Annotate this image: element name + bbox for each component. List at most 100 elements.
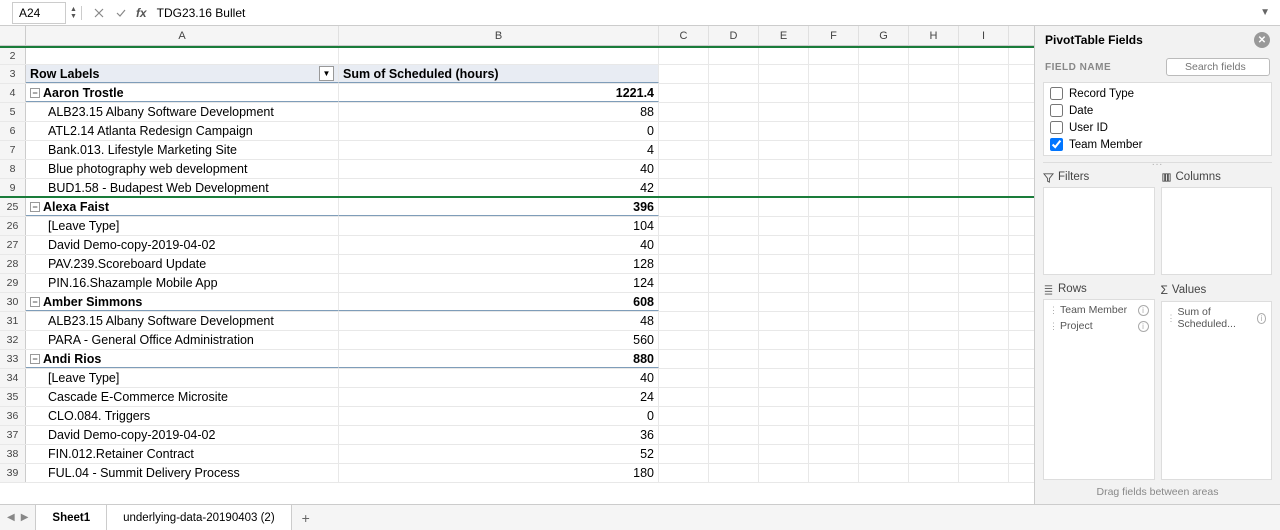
row-header[interactable]: 39 [0, 464, 26, 482]
cell[interactable] [909, 160, 959, 178]
cell[interactable] [959, 274, 1009, 292]
row-header[interactable]: 5 [0, 103, 26, 121]
cell[interactable] [959, 312, 1009, 330]
cell[interactable] [709, 331, 759, 349]
cell[interactable] [659, 160, 709, 178]
row-header[interactable]: 35 [0, 388, 26, 406]
cell[interactable] [709, 293, 759, 311]
collapse-group-icon[interactable]: − [30, 202, 40, 212]
cell[interactable] [959, 103, 1009, 121]
cell[interactable]: 40 [339, 369, 659, 387]
cell[interactable] [909, 445, 959, 463]
cell[interactable] [709, 103, 759, 121]
chip-info-icon[interactable]: i [1257, 313, 1266, 324]
cell[interactable] [859, 217, 909, 235]
cell[interactable] [959, 65, 1009, 83]
cell[interactable] [659, 369, 709, 387]
cell[interactable]: PIN.16.Shazample Mobile App [26, 274, 339, 292]
column-header[interactable]: C [659, 26, 709, 45]
columns-dropzone[interactable] [1161, 187, 1273, 275]
cell[interactable] [659, 426, 709, 444]
cell[interactable] [759, 464, 809, 482]
cell[interactable] [809, 350, 859, 368]
cell[interactable] [959, 369, 1009, 387]
row-header[interactable]: 7 [0, 141, 26, 159]
row-header[interactable]: 8 [0, 160, 26, 178]
cell[interactable] [809, 160, 859, 178]
pivot-field[interactable]: Team Member [1044, 136, 1271, 153]
cell[interactable] [959, 179, 1009, 196]
cell[interactable] [759, 179, 809, 196]
cell[interactable]: 52 [339, 445, 659, 463]
cell[interactable] [809, 312, 859, 330]
cell[interactable] [859, 122, 909, 140]
cell[interactable] [909, 388, 959, 406]
cell[interactable] [859, 293, 909, 311]
cell[interactable] [759, 160, 809, 178]
chip-info-icon[interactable]: i [1138, 305, 1149, 316]
cell[interactable] [909, 350, 959, 368]
column-header[interactable]: E [759, 26, 809, 45]
cell[interactable] [709, 388, 759, 406]
cell[interactable] [809, 122, 859, 140]
cell[interactable]: David Demo-copy-2019-04-02 [26, 236, 339, 254]
cell[interactable]: BUD1.58 - Budapest Web Development [26, 179, 339, 196]
cell[interactable] [709, 141, 759, 159]
cell[interactable] [659, 274, 709, 292]
row-header[interactable]: 26 [0, 217, 26, 235]
cell[interactable] [339, 48, 659, 64]
cell[interactable]: David Demo-copy-2019-04-02 [26, 426, 339, 444]
cell[interactable] [859, 464, 909, 482]
field-checkbox[interactable] [1050, 104, 1063, 117]
cell[interactable] [759, 312, 809, 330]
cell[interactable] [759, 407, 809, 425]
row-header[interactable]: 38 [0, 445, 26, 463]
cell[interactable] [809, 331, 859, 349]
cell[interactable] [659, 198, 709, 216]
cell[interactable] [959, 388, 1009, 406]
field-checkbox[interactable] [1050, 121, 1063, 134]
cell[interactable] [809, 65, 859, 83]
cell[interactable] [909, 48, 959, 64]
cell[interactable] [909, 255, 959, 273]
cell[interactable] [759, 48, 809, 64]
cell[interactable]: PARA - General Office Administration [26, 331, 339, 349]
cell[interactable] [759, 426, 809, 444]
cell[interactable] [709, 48, 759, 64]
field-checkbox[interactable] [1050, 87, 1063, 100]
cell[interactable] [959, 426, 1009, 444]
cell[interactable] [759, 236, 809, 254]
cell[interactable] [809, 388, 859, 406]
cell[interactable] [709, 217, 759, 235]
cell[interactable] [759, 350, 809, 368]
cell[interactable] [709, 445, 759, 463]
cell[interactable] [759, 274, 809, 292]
column-header[interactable]: B [339, 26, 659, 45]
area-chip[interactable]: ⋮Sum of Scheduled...i [1164, 304, 1270, 332]
row-header[interactable]: 3 [0, 65, 26, 83]
cell[interactable]: 180 [339, 464, 659, 482]
row-header[interactable]: 32 [0, 331, 26, 349]
cell[interactable]: ALB23.15 Albany Software Development [26, 103, 339, 121]
cell[interactable] [959, 48, 1009, 64]
cell[interactable]: 560 [339, 331, 659, 349]
cell[interactable] [909, 312, 959, 330]
cell[interactable] [659, 312, 709, 330]
cell[interactable]: Cascade E-Commerce Microsite [26, 388, 339, 406]
cell[interactable] [659, 236, 709, 254]
cell[interactable] [809, 141, 859, 159]
cell[interactable] [859, 141, 909, 159]
cell[interactable] [959, 331, 1009, 349]
collapse-group-icon[interactable]: − [30, 88, 40, 98]
cell[interactable] [809, 103, 859, 121]
cell[interactable]: 36 [339, 426, 659, 444]
column-header[interactable]: A [26, 26, 339, 45]
cell[interactable] [659, 388, 709, 406]
cell[interactable]: 396 [339, 198, 659, 216]
cell[interactable] [859, 160, 909, 178]
cell[interactable]: CLO.084. Triggers [26, 407, 339, 425]
cell[interactable] [859, 369, 909, 387]
confirm-formula-button[interactable] [112, 4, 130, 22]
collapse-group-icon[interactable]: − [30, 354, 40, 364]
cell[interactable] [709, 350, 759, 368]
